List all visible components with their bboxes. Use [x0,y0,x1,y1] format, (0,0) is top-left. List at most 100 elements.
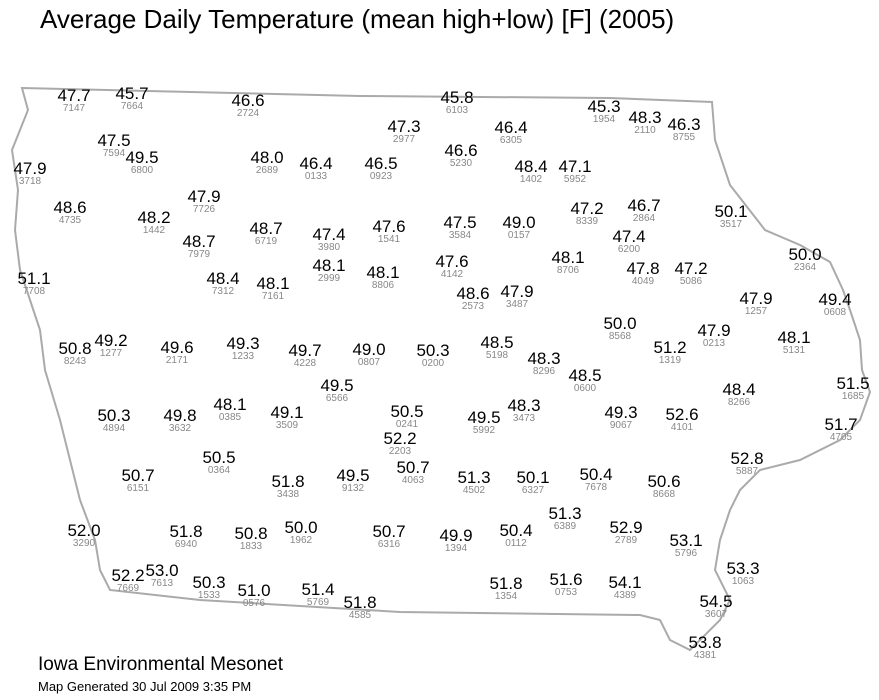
station-id: 0364 [208,465,231,476]
station-value: 47.9 [739,289,772,308]
station-value: 48.4 [514,157,547,176]
station-value: 49.8 [163,406,196,425]
station-id: 6566 [326,393,349,404]
station-value: 50.5 [202,448,235,467]
station-id: 8755 [673,132,696,143]
station-value: 50.0 [284,518,317,537]
station-value: 47.1 [558,157,591,176]
station-id: 1394 [445,543,468,554]
station-value: 47.7 [57,86,90,105]
station-id: 8706 [557,265,580,276]
station-id: 7664 [121,101,144,112]
station-id: 1277 [100,348,123,359]
station-value: 48.5 [568,366,601,385]
station-value: 46.4 [494,118,527,137]
station-id: 7678 [585,482,608,493]
station-id: 5230 [450,158,473,169]
station-value: 51.6 [549,570,582,589]
station-value: 51.3 [548,504,581,523]
station-value: 50.3 [416,341,449,360]
station-id: 3632 [169,423,192,434]
station-id: 8806 [372,280,395,291]
station-value: 52.8 [730,449,763,468]
station-id: 2171 [166,355,189,366]
station-id: 3584 [449,230,472,241]
map-title: Average Daily Temperature (mean high+low… [40,4,674,34]
station-value: 50.4 [579,465,612,484]
station-value: 47.9 [187,187,220,206]
station-value: 49.6 [160,338,193,357]
station-id: 5769 [307,597,330,608]
station-id: 8568 [609,331,632,342]
station-id: 2689 [256,165,279,176]
station-id: 1319 [659,355,682,366]
station-id: 4735 [59,215,82,226]
station-value: 48.3 [628,108,661,127]
station-id: 2864 [633,213,656,224]
station-value: 49.7 [288,341,321,360]
station-id: 4705 [830,432,853,443]
station-id: 1954 [593,114,616,125]
station-value: 48.6 [456,284,489,303]
station-id: 0608 [824,307,847,318]
station-value: 46.4 [299,154,332,173]
station-id: 6327 [522,485,545,496]
station-value: 52.9 [609,518,642,537]
station-id: 0576 [243,598,266,609]
state-outline [10,86,872,652]
station-value: 48.7 [249,219,282,238]
station-value: 48.1 [777,328,810,347]
station-value: 49.0 [352,340,385,359]
station-id: 0112 [505,538,527,549]
station-value: 51.3 [457,468,490,487]
station-id: 4502 [463,485,486,496]
footer-generated: Map Generated 30 Jul 2009 3:35 PM [38,679,251,694]
station-id: 8668 [653,489,676,500]
station-value: 53.8 [688,633,721,652]
station-id: 0923 [370,171,393,182]
station-id: 6389 [554,521,577,532]
station-value: 51.5 [836,374,869,393]
station-id: 3607 [705,609,728,620]
station-id: 1233 [232,351,255,362]
station-id: 5086 [680,276,703,287]
station-id: 1962 [290,535,313,546]
station-id: 0600 [574,383,597,394]
station-id: 1354 [495,591,518,602]
station-value: 47.5 [97,131,130,150]
station-id: 5992 [473,425,496,436]
station-value: 49.5 [125,148,158,167]
station-value: 47.5 [443,213,476,232]
station-id: 0157 [508,230,531,241]
station-value: 50.7 [396,458,429,477]
station-id: 2789 [615,535,638,546]
station-id: 2110 [634,125,656,136]
station-id: 0213 [703,338,726,349]
station-value: 47.9 [697,321,730,340]
station-value: 48.7 [182,232,215,251]
station-id: 5796 [675,548,698,559]
station-value: 47.6 [372,217,405,236]
station-value: 47.9 [13,159,46,178]
station-id: 3718 [19,176,42,187]
station-value: 51.7 [824,415,857,434]
station-id: 0241 [396,419,419,430]
station-value: 50.4 [499,521,532,540]
station-id: 7161 [262,291,285,302]
station-value: 54.1 [608,573,641,592]
station-value: 50.8 [58,339,91,358]
station-id: 2724 [237,108,260,119]
station-id: 2573 [462,301,485,312]
station-id: 3473 [513,413,536,424]
station-id: 1685 [842,391,865,402]
station-value: 49.4 [818,290,851,309]
station-value: 50.7 [372,522,405,541]
station-value: 46.7 [627,196,660,215]
station-id: 1833 [240,541,263,552]
footer-org: Iowa Environmental Mesonet [38,654,284,675]
station-id: 4381 [694,650,717,661]
station-id: 5131 [783,345,806,356]
station-id: 4101 [671,422,694,433]
station-value: 50.6 [647,472,680,491]
